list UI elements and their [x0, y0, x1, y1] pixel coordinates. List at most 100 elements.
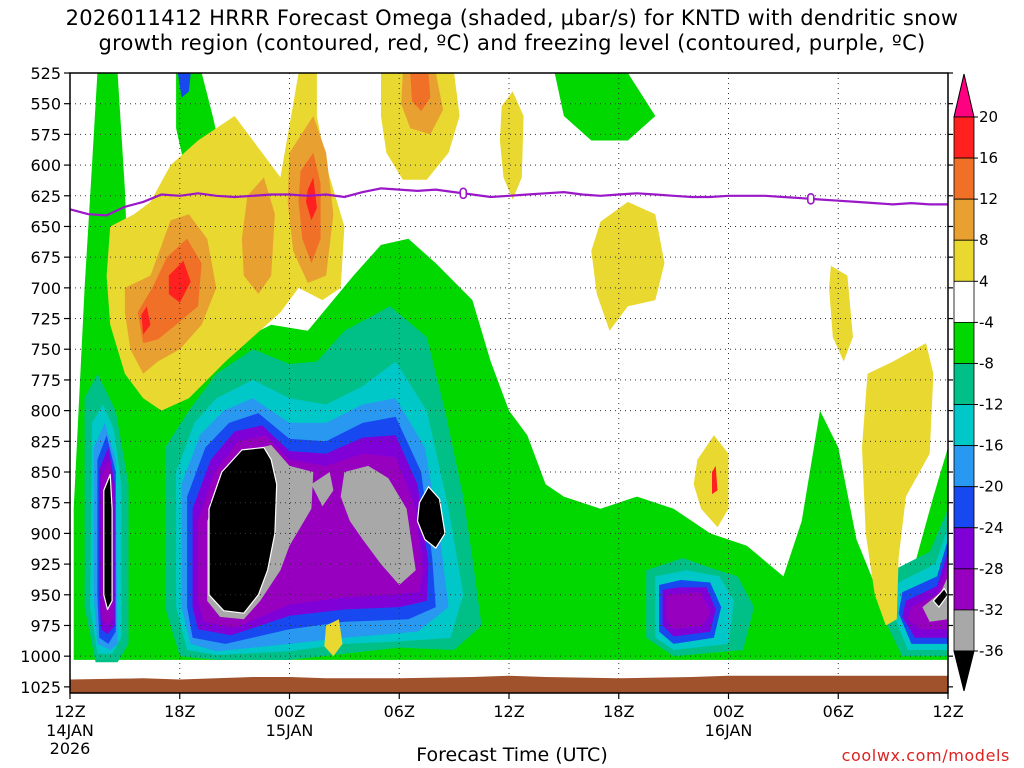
y-tick-label: 700: [30, 279, 61, 298]
colorbar-label: 20: [979, 108, 998, 126]
y-tick-label: 900: [30, 524, 61, 543]
y-tick-label: 750: [30, 340, 61, 359]
site-credit: coolwx.com/models: [841, 746, 1010, 765]
omega-region-49: [306, 177, 317, 221]
terrain-band: [70, 675, 948, 693]
terrain-fill: [70, 675, 948, 693]
colorbar-band: [953, 363, 975, 405]
y-tick-label: 850: [30, 463, 61, 482]
colorbar-band: [953, 198, 975, 241]
colorbar-band: [953, 116, 975, 159]
y-tick-label: 725: [30, 310, 61, 329]
x-tick-label: 06Z: [384, 702, 415, 721]
omega-region-36: [591, 201, 665, 331]
freezing-level-line: [69, 187, 948, 217]
colorbar: 20 16 12 8 4 -4 -8 -12 -16 -20 -24 -28 -32 -36: [953, 73, 1004, 692]
omega-region-47: [410, 73, 431, 112]
omega-shading: [70, 73, 948, 693]
colorbar-band: [953, 486, 975, 529]
y-tick-label: 650: [30, 217, 61, 236]
x-tick-label: 00Z: [274, 702, 305, 721]
y-tick-label: 825: [30, 432, 61, 451]
freezing-level-label: [459, 187, 468, 200]
colorbar-label: 8: [979, 231, 989, 249]
x-tick-date: 14JAN: [46, 721, 94, 740]
omega-region-39: [693, 435, 729, 528]
y-tick-label: 525: [30, 64, 61, 83]
y-tick-label: 800: [30, 402, 61, 421]
freezing-level-label: [807, 193, 815, 205]
x-tick-label: 18Z: [603, 702, 634, 721]
y-tick-label: 1000: [20, 647, 61, 666]
y-tick-label: 975: [30, 616, 61, 635]
omega-region-37: [829, 265, 853, 362]
colorbar-band: [953, 404, 975, 447]
y-tick-label: 575: [30, 125, 61, 144]
omega-region-29: [103, 473, 113, 611]
colorbar-bottom-arrow: [953, 650, 975, 692]
y-tick-label: 925: [30, 555, 61, 574]
freezing-level-contour: [69, 187, 948, 217]
x-tick-date: 16JAN: [705, 721, 753, 740]
colorbar-band: [953, 445, 975, 488]
x-tick-year: 2026: [50, 739, 91, 758]
colorbar-top-arrow: [953, 73, 975, 118]
colorbar-label: 12: [979, 190, 998, 208]
y-tick-label: 775: [30, 371, 61, 390]
chart-title: 2026011412 HRRR Forecast Omega (shaded, …: [0, 6, 1024, 56]
y-tick-label: 675: [30, 248, 61, 267]
title-line-2: growth region (contoured, red, ºC) and f…: [98, 31, 926, 55]
x-tick-label: 12Z: [493, 702, 524, 721]
colorbar-band: [953, 239, 975, 282]
y-tick-label: 875: [30, 494, 61, 513]
colorbar-label: -24: [979, 519, 1004, 537]
omega-region-31: [416, 486, 446, 549]
colorbar-label: -20: [979, 478, 1004, 496]
colorbar-label: 16: [979, 149, 998, 167]
y-tick-label: 950: [30, 586, 61, 605]
omega-region-40: [324, 619, 343, 657]
colorbar-band: [953, 321, 975, 364]
y-tick-label: 1025: [20, 678, 61, 697]
colorbar-band: [953, 157, 975, 200]
colorbar-label: -28: [979, 560, 1004, 578]
omega-region-23: [666, 592, 711, 630]
y-axis: 525 550 575 600 625 650 675 700 725 750 775 800 825 8…: [20, 64, 953, 697]
y-tick-label: 550: [30, 95, 61, 114]
omega-region-50: [141, 306, 151, 335]
omega-region-2: [554, 73, 656, 141]
colorbar-label: -12: [979, 396, 1004, 414]
x-tick-date: 15JAN: [266, 721, 314, 740]
omega-region-35: [499, 91, 524, 200]
x-tick-label: 00Z: [713, 702, 744, 721]
x-tick-label: 12Z: [54, 702, 85, 721]
colorbar-label: 4: [979, 272, 989, 290]
omega-region-30: [208, 446, 278, 614]
title-line-1: 2026011412 HRRR Forecast Omega (shaded, …: [65, 6, 959, 30]
x-tick-label: 18Z: [164, 702, 195, 721]
x-tick-label: 06Z: [823, 702, 854, 721]
x-axis-title: Forecast Time (UTC): [416, 744, 608, 766]
omega-region-48: [168, 260, 191, 303]
colorbar-label: -36: [979, 642, 1004, 660]
colorbar-band: [953, 609, 975, 652]
colorbar-band: [953, 527, 975, 570]
omega-region-38: [862, 343, 934, 626]
colorbar-band: [953, 568, 975, 611]
colorbar-label: -4: [979, 313, 994, 331]
colorbar-band: [953, 280, 975, 323]
y-tick-label: 625: [30, 187, 61, 206]
colorbar-label: -8: [979, 354, 994, 372]
omega-region-27: [311, 472, 334, 507]
omega-region-52: [177, 73, 191, 98]
omega-region-51: [712, 465, 718, 495]
omega-region-26: [340, 465, 416, 585]
x-tick-label: 12Z: [932, 702, 963, 721]
colorbar-label: -16: [979, 437, 1004, 455]
colorbar-label: -32: [979, 601, 1004, 619]
y-tick-label: 600: [30, 156, 61, 175]
omega-region-32: [932, 587, 948, 608]
omega-region-42: [241, 177, 275, 294]
